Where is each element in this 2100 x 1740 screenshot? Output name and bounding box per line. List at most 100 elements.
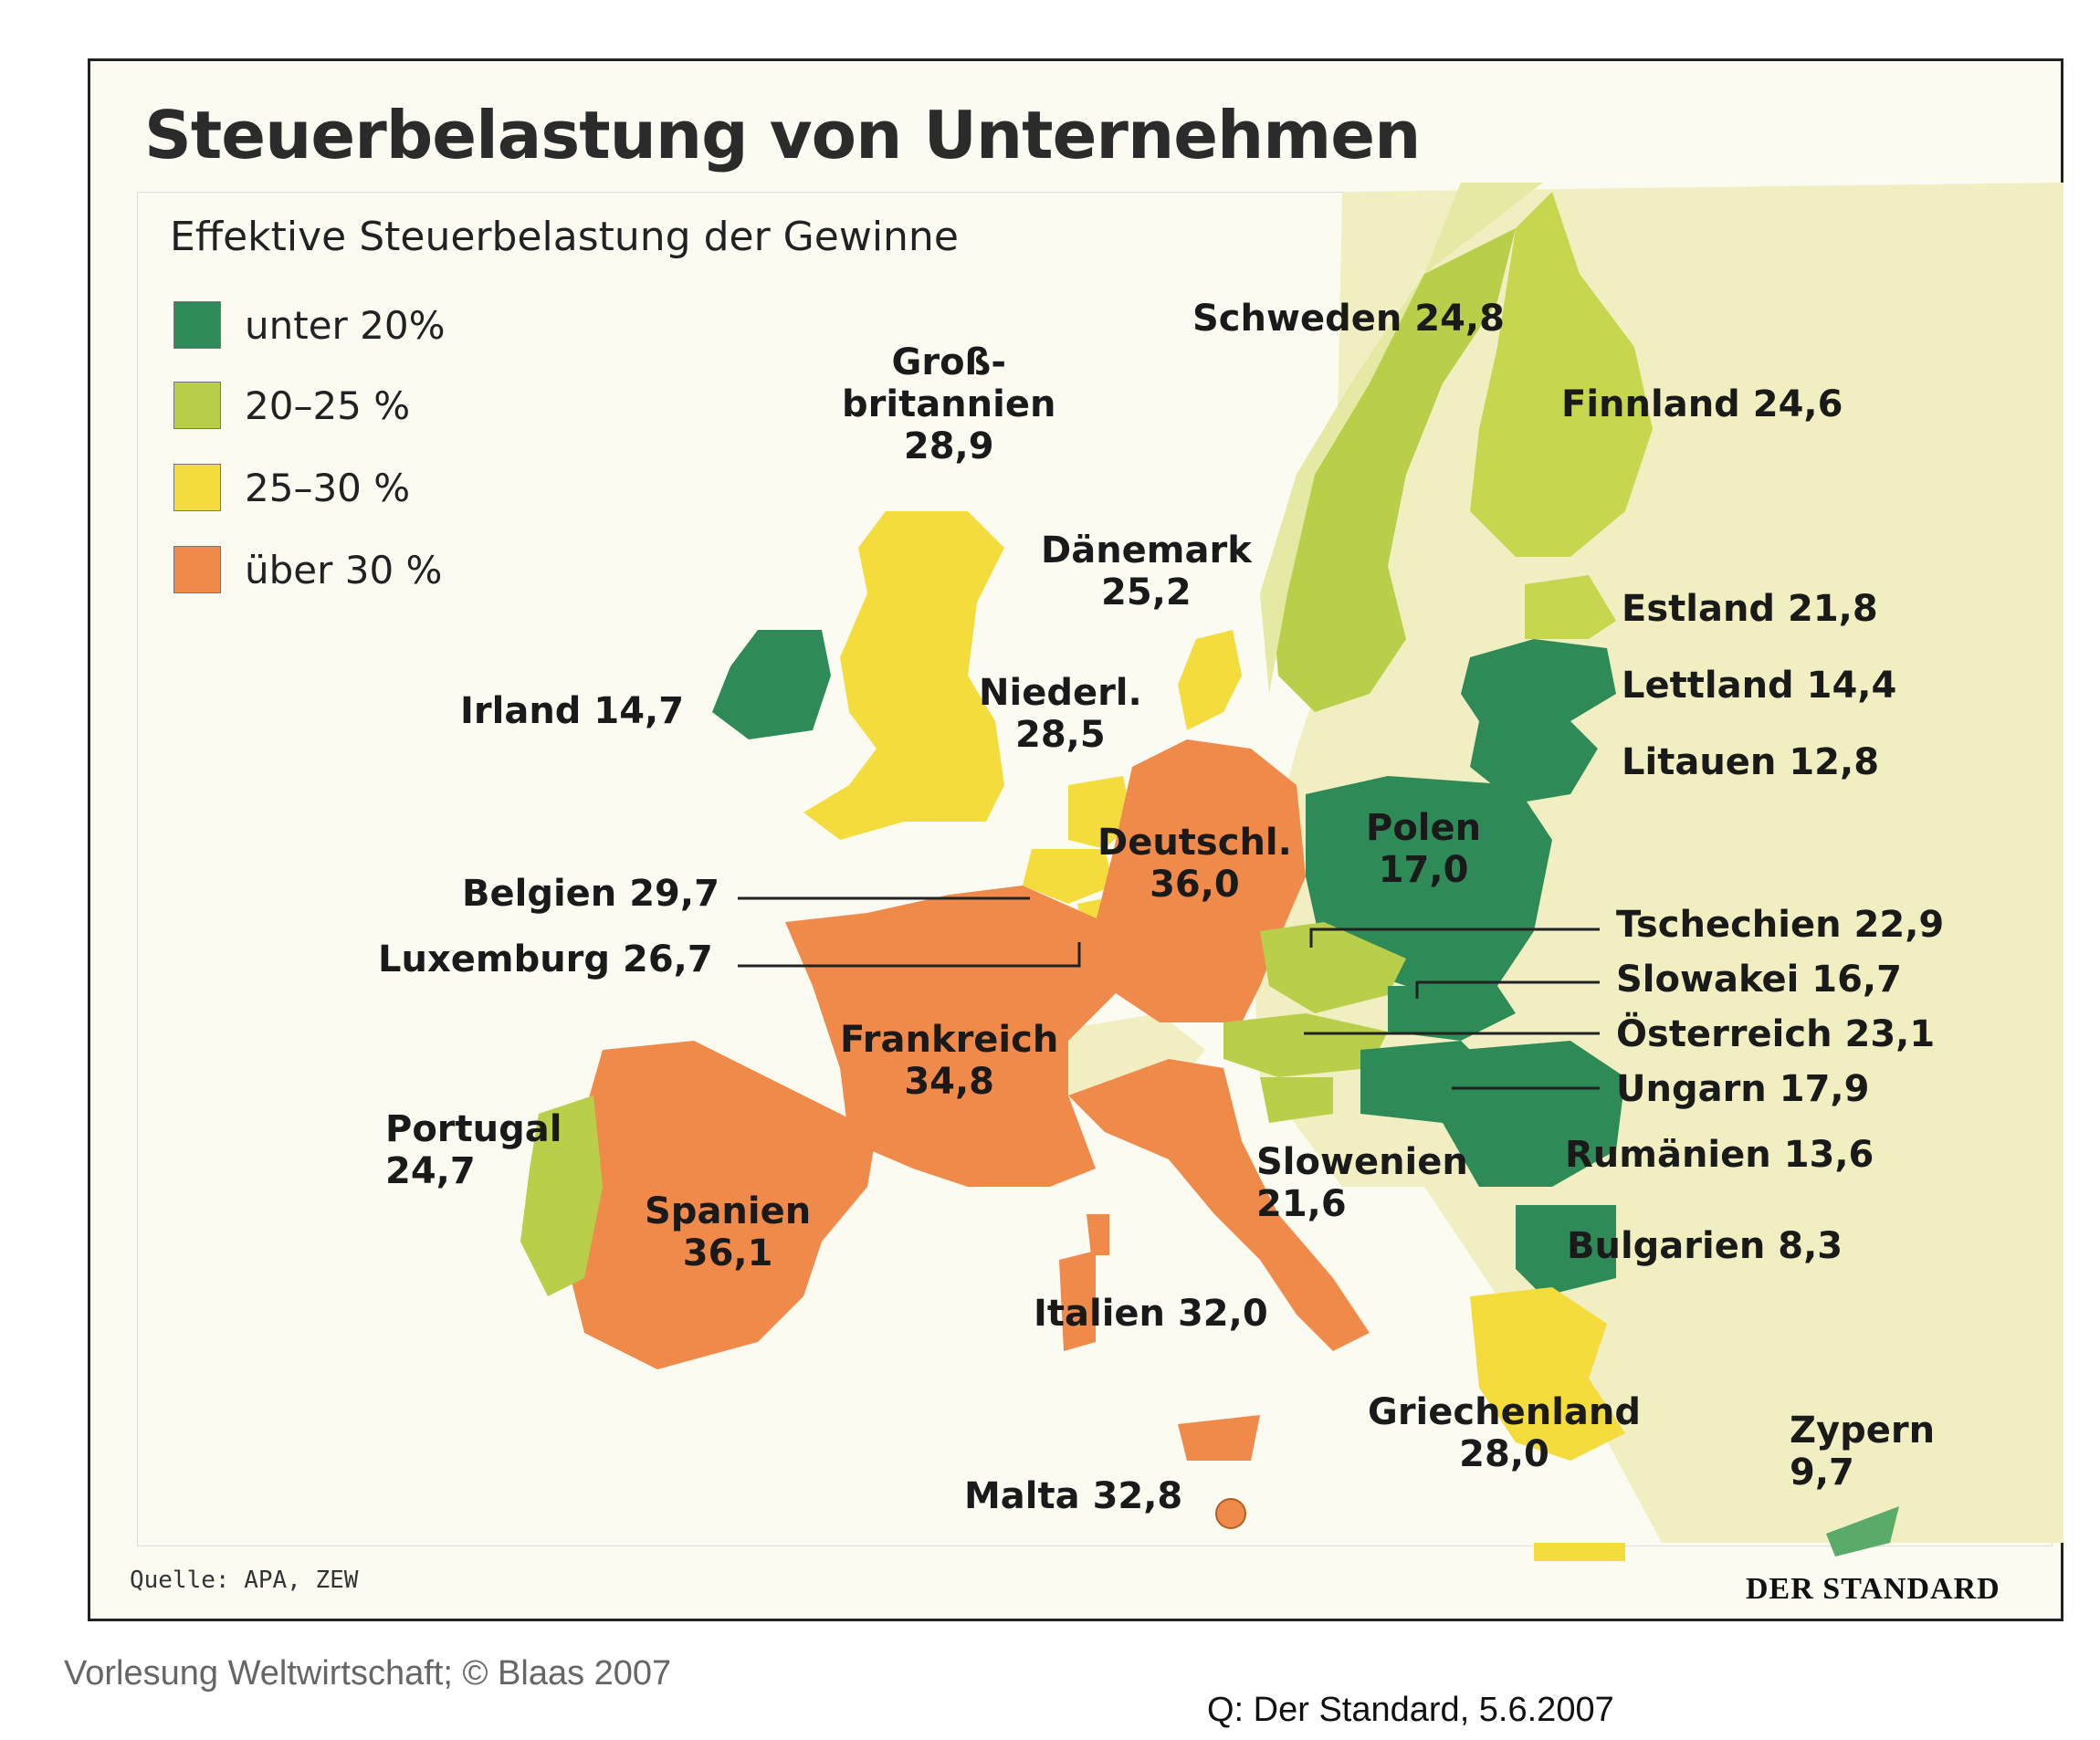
label-schweden: Schweden 24,8 [1192, 298, 1505, 340]
country-value: 23,1 [1844, 1013, 1936, 1055]
country-name: Slowenien [1256, 1141, 1468, 1183]
label-tschechien: Tschechien 22,9 [1616, 904, 1944, 946]
label-spanien: Spanien 36,1 [645, 1190, 811, 1274]
country-value: 12,8 [1789, 741, 1880, 783]
country-name: Italien [1034, 1293, 1166, 1335]
label-finnland: Finnland 24,6 [1561, 383, 1843, 425]
country-name: Malta [964, 1475, 1080, 1517]
label-rumaenien: Rumänien 13,6 [1565, 1134, 1874, 1176]
country-value: 9,7 [1790, 1452, 1854, 1494]
country-value: 24,7 [385, 1150, 476, 1192]
country-value: 24,8 [1414, 298, 1505, 340]
country-name: Polen [1366, 807, 1482, 849]
country-value: 26,7 [622, 938, 713, 980]
country-value: 13,6 [1783, 1134, 1874, 1176]
region-sardinien [1059, 1251, 1096, 1351]
legend-label: über 30 % [245, 548, 443, 592]
country-name: Lettland [1622, 665, 1794, 707]
label-italien: Italien 32,0 [1034, 1293, 1268, 1335]
country-name: Estland [1622, 588, 1776, 630]
region-bulgarien [1516, 1205, 1616, 1296]
country-value: 36,1 [682, 1232, 773, 1274]
label-luxemburg: Luxemburg 26,7 [378, 938, 713, 980]
leader-slowakei [1415, 980, 1600, 999]
label-grossbritannien: Groß- britannien 28,9 [842, 341, 1055, 467]
country-value: 32,0 [1177, 1293, 1268, 1335]
region-belgien [1023, 849, 1114, 904]
region-frankreich [785, 886, 1123, 1187]
leader-luxemburg [738, 942, 1081, 968]
label-griechenland: Griechenland 28,0 [1368, 1391, 1641, 1475]
country-name: Irland [460, 690, 582, 732]
label-oesterreich: Österreich 23,1 [1616, 1013, 1935, 1055]
region-sizilien [1178, 1415, 1260, 1461]
region-korsika [1087, 1214, 1109, 1255]
label-portugal: Portugal 24,7 [385, 1108, 562, 1192]
footer-source-citation: Q: Der Standard, 5.6.2007 [1207, 1691, 1614, 1729]
label-ungarn: Ungarn 17,9 [1616, 1068, 1869, 1110]
country-value: 17,0 [1378, 849, 1469, 891]
region-portugal [520, 1095, 603, 1296]
region-schweden [1269, 228, 1516, 712]
country-value: 36,0 [1150, 864, 1240, 906]
country-value: 21,8 [1788, 588, 1878, 630]
country-name: Portugal [385, 1108, 562, 1150]
map-subtitle: Effektive Steuerbelastung der Gewinne [170, 214, 959, 260]
country-name: Bulgarien [1567, 1225, 1766, 1267]
region-italien [1068, 1059, 1370, 1351]
land-non-eu [1251, 183, 2063, 1543]
legend-swatch [173, 382, 221, 429]
country-name: Österreich [1616, 1013, 1832, 1055]
legend-swatch [173, 301, 221, 349]
country-value: 28,9 [903, 425, 994, 467]
region-griechenland [1470, 1287, 1625, 1461]
label-slowenien: Slowenien 21,6 [1256, 1141, 1468, 1225]
region-estland [1525, 575, 1616, 639]
footer-lecture-credit: Vorlesung Weltwirtschaft; © Blaas 2007 [64, 1654, 672, 1693]
label-zypern: Zypern 9,7 [1790, 1410, 1935, 1494]
leader-tschechien [1309, 928, 1600, 948]
region-irland [712, 630, 831, 739]
country-value: 29,7 [629, 873, 719, 915]
region-slowenien [1260, 1077, 1333, 1123]
source-note: Quelle: APA, ZEW [130, 1567, 359, 1594]
country-value: 24,6 [1752, 383, 1843, 425]
legend-swatch [173, 464, 221, 511]
label-deutschland: Deutschl. 36,0 [1097, 822, 1292, 906]
country-name: Finnland [1561, 383, 1740, 425]
label-frankreich: Frankreich 34,8 [840, 1019, 1058, 1103]
country-value: 14,4 [1806, 665, 1897, 707]
label-malta: Malta 32,8 [964, 1475, 1182, 1517]
country-value: 22,9 [1853, 904, 1945, 946]
country-value: 28,0 [1459, 1433, 1549, 1475]
region-polen [1306, 776, 1552, 986]
country-value: 16,7 [1811, 959, 1902, 1001]
region-litauen [1470, 721, 1598, 803]
region-daenemark [1178, 630, 1242, 730]
region-rumaenien [1443, 1041, 1625, 1187]
country-name: Frankreich [840, 1019, 1059, 1061]
country-name-line1: Groß- [891, 341, 1006, 383]
country-value: 8,3 [1778, 1225, 1843, 1267]
country-name: Luxemburg [378, 938, 611, 980]
label-niederlande: Niederl. 28,5 [979, 672, 1142, 756]
region-zypern [1826, 1506, 1899, 1557]
legend-label: 20–25 % [245, 383, 411, 428]
region-malta [1215, 1498, 1246, 1529]
country-name: Niederl. [979, 672, 1142, 714]
region-finnland [1470, 192, 1653, 557]
label-bulgarien: Bulgarien 8,3 [1567, 1225, 1843, 1267]
label-estland: Estland 21,8 [1622, 588, 1878, 630]
country-value: 21,6 [1256, 1183, 1347, 1225]
label-irland: Irland 14,7 [460, 690, 684, 732]
region-tschechien [1260, 922, 1406, 1013]
country-name: Spanien [645, 1190, 812, 1232]
legend-swatch [173, 546, 221, 593]
country-name-line2: britannien [842, 383, 1056, 425]
region-niederlande [1068, 776, 1132, 849]
region-kreta [1534, 1543, 1625, 1561]
country-value: 25,2 [1101, 571, 1192, 613]
country-name: Ungarn [1616, 1068, 1767, 1110]
country-value: 28,5 [1015, 714, 1106, 756]
